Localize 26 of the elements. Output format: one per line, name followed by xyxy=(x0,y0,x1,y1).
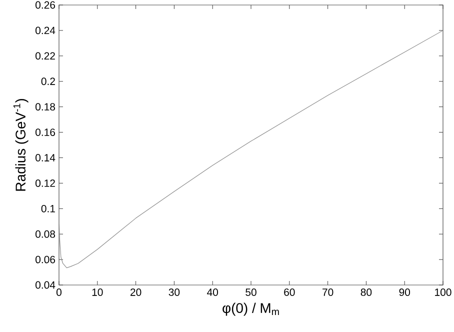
x-tick-label: 60 xyxy=(284,288,295,296)
y-tick-label: 0.18 xyxy=(36,103,56,111)
y-tick-label: 0.2 xyxy=(41,78,55,86)
x-tick-label: 0 xyxy=(56,288,62,296)
y-tick-label: 0.14 xyxy=(36,154,56,162)
y-tick-label: 0.26 xyxy=(36,1,56,9)
x-tick-label: 80 xyxy=(360,288,372,296)
line-series xyxy=(59,30,444,268)
x-tick-label: 90 xyxy=(399,288,410,296)
y-tick-label: 0.22 xyxy=(36,52,55,60)
x-tick-label: 10 xyxy=(92,288,103,296)
y-tick-label: 0.16 xyxy=(36,128,56,136)
y-tick-label: 0.12 xyxy=(36,179,55,187)
y-tick-label: 0.24 xyxy=(36,26,56,34)
x-tick-label: 100 xyxy=(435,288,452,296)
y-axis-title: Radius (GeV$^{-1}$) xyxy=(13,99,28,191)
y-tick-label: 0.04 xyxy=(36,281,56,289)
x-tick-label: 30 xyxy=(168,288,180,296)
y-tick-label: 0.06 xyxy=(36,256,56,264)
x-tick-label: 70 xyxy=(322,288,334,296)
x-tick-label: 40 xyxy=(207,288,218,296)
y-tick-label: 0.1 xyxy=(41,204,55,212)
x-axis-title: φ(0) / M$_{m}$ xyxy=(222,302,279,316)
y-tick-label: 0.08 xyxy=(36,230,56,238)
x-tick-label: 20 xyxy=(130,288,142,296)
x-tick-label: 50 xyxy=(246,288,256,296)
